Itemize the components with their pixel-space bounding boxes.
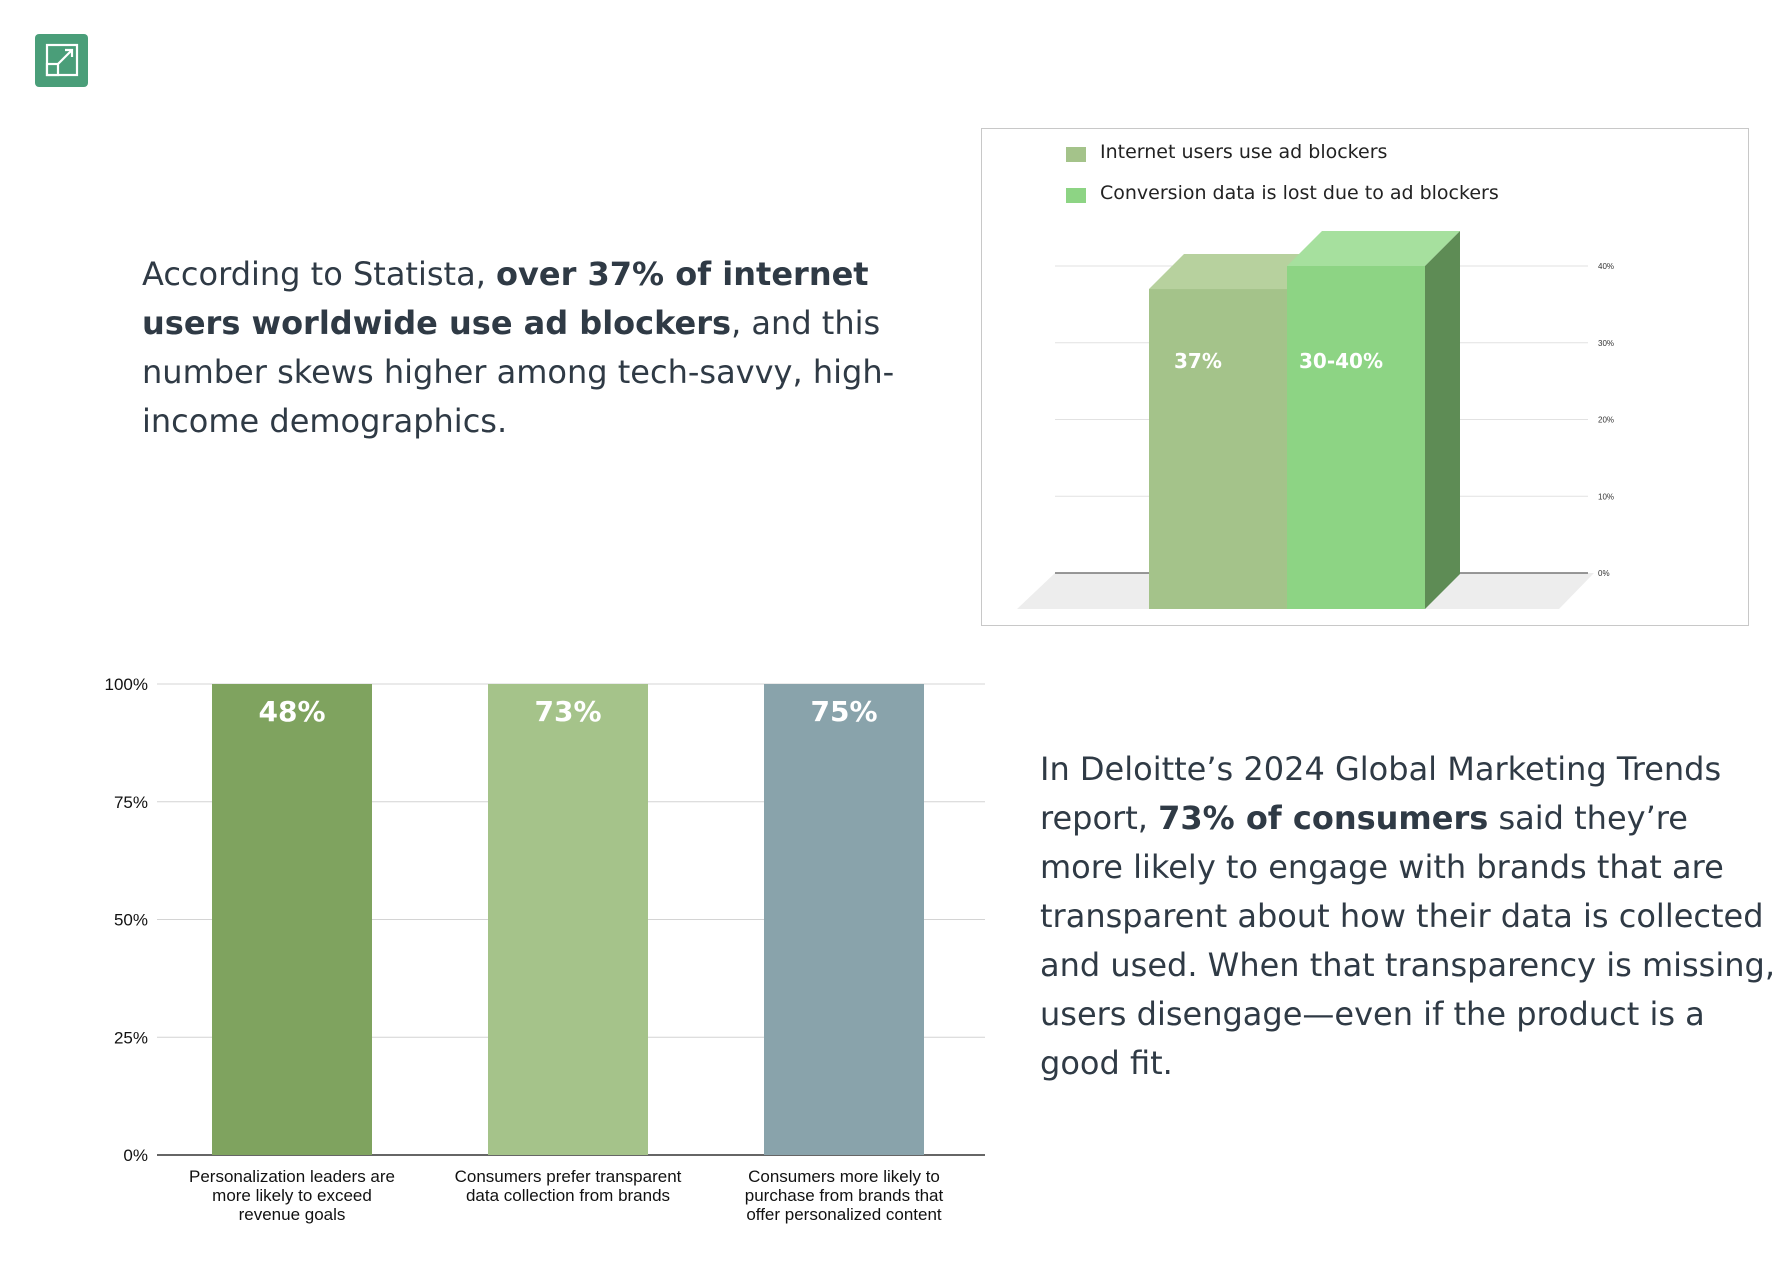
y-tick-label: 40% bbox=[1598, 262, 1614, 271]
bar-side bbox=[1425, 231, 1460, 609]
x-tick-label-line: purchase from brands that bbox=[745, 1186, 944, 1205]
legend-label: Conversion data is lost due to ad blocke… bbox=[1100, 182, 1499, 204]
x-tick-label-line: offer personalized content bbox=[746, 1205, 942, 1224]
legend-swatch bbox=[1066, 188, 1086, 203]
x-tick-label: Personalization leaders are more likely t… bbox=[189, 1167, 395, 1224]
statista-lead: According to Statista, bbox=[142, 255, 497, 293]
data-label: 48% bbox=[258, 695, 325, 728]
y-tick-label: 25% bbox=[114, 1028, 148, 1047]
deloitte-highlight: 73% of consumers bbox=[1158, 799, 1489, 837]
data-label: 73% bbox=[534, 695, 601, 728]
ad-blocker-chart-svg: 0% 10% 20% 30% 40% Internet users use ad bloc… bbox=[1017, 141, 1614, 609]
y-tick-label: 10% bbox=[1598, 492, 1614, 501]
y-tick-label: 50% bbox=[114, 911, 148, 930]
expand-button[interactable] bbox=[35, 34, 88, 87]
y-tick-label: 0% bbox=[123, 1146, 148, 1165]
x-tick-label-line: revenue goals bbox=[239, 1205, 346, 1224]
y-tick-label: 0% bbox=[1598, 569, 1610, 578]
legend-label: Internet users use ad blockers bbox=[1100, 141, 1387, 163]
bar bbox=[764, 684, 924, 1155]
expand-icon bbox=[45, 43, 79, 77]
y-tick-label: 30% bbox=[1598, 339, 1614, 348]
x-tick-label-line: Personalization leaders are bbox=[189, 1167, 395, 1186]
legend-swatch bbox=[1066, 147, 1086, 162]
x-tick-label-line: more likely to exceed bbox=[212, 1186, 372, 1205]
deloitte-tail: said they’re more likely to engage with … bbox=[1040, 799, 1775, 1082]
x-tick-label-line: Consumers more likely to bbox=[748, 1167, 940, 1186]
bar bbox=[1287, 266, 1425, 609]
statista-highlight: over 37% of internet users worldwide use… bbox=[142, 255, 869, 342]
y-tick-label: 20% bbox=[1598, 416, 1614, 425]
deloitte-lead: In Deloitte’s 2024 Global Marketing Tren… bbox=[1040, 750, 1722, 837]
consumer-stats-chart: 0% 25% 50% 75% 100% 48% Personalization leader… bbox=[105, 675, 985, 1224]
bar bbox=[488, 684, 648, 1155]
x-tick-label-line: data collection from brands bbox=[466, 1186, 670, 1205]
bar bbox=[212, 684, 372, 1155]
y-tick-label: 100% bbox=[105, 675, 148, 694]
data-label: 75% bbox=[810, 695, 877, 728]
bar bbox=[1149, 289, 1287, 609]
statista-tail: , and this number skews higher among tec… bbox=[142, 304, 895, 440]
data-label: 30-40% bbox=[1299, 349, 1383, 373]
ad-blocker-chart: 0% 10% 20% 30% 40% Internet users use ad bloc… bbox=[981, 128, 1749, 626]
y-tick-label: 75% bbox=[114, 793, 148, 812]
data-label: 37% bbox=[1174, 349, 1222, 373]
statista-paragraph: According to Statista, over 37% of inter… bbox=[142, 250, 932, 446]
bar-top bbox=[1287, 231, 1460, 266]
bar-top bbox=[1149, 254, 1322, 290]
x-tick-label: Consumers more likely to purchase from br… bbox=[745, 1167, 944, 1224]
x-tick-label-line: Consumers prefer transparent bbox=[455, 1167, 682, 1186]
deloitte-paragraph: In Deloitte’s 2024 Global Marketing Tren… bbox=[1040, 745, 1780, 1088]
x-tick-label: Consumers prefer transparent data collect… bbox=[455, 1167, 682, 1205]
